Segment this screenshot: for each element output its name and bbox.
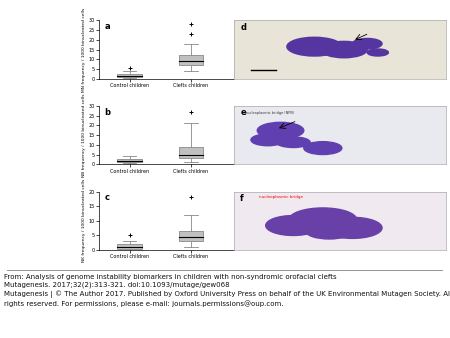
Text: e: e [240, 108, 246, 117]
Text: nucleoplasmic bridge (NPB): nucleoplasmic bridge (NPB) [245, 111, 294, 115]
Ellipse shape [276, 137, 310, 147]
Ellipse shape [287, 37, 342, 56]
Text: c: c [104, 193, 109, 202]
Y-axis label: NK frequency / 1000 binucleated cells: NK frequency / 1000 binucleated cells [82, 179, 86, 262]
Ellipse shape [251, 134, 285, 146]
Text: b: b [104, 108, 110, 117]
Bar [117, 159, 142, 162]
Ellipse shape [257, 122, 304, 139]
Bar [117, 74, 142, 77]
Ellipse shape [352, 39, 382, 49]
Ellipse shape [266, 216, 321, 236]
Ellipse shape [304, 142, 342, 154]
Ellipse shape [323, 217, 382, 238]
Ellipse shape [367, 49, 388, 56]
Y-axis label: NB frequency / 1000 binucleated cells: NB frequency / 1000 binucleated cells [82, 93, 86, 177]
Bar [117, 244, 142, 249]
Text: f: f [240, 194, 244, 203]
Text: a: a [104, 22, 110, 31]
Bar [179, 55, 203, 65]
Y-axis label: MN frequency / 1000 binucleated cells: MN frequency / 1000 binucleated cells [82, 7, 86, 92]
Bar [179, 231, 203, 241]
Text: From: Analysis of genome instability biomarkers in children with non-syndromic o: From: Analysis of genome instability bio… [4, 274, 450, 307]
Ellipse shape [321, 41, 367, 58]
Bar [179, 147, 203, 158]
Text: d: d [240, 23, 246, 32]
Ellipse shape [289, 208, 357, 232]
Text: nucleoplasmic bridge: nucleoplasmic bridge [259, 195, 303, 199]
Ellipse shape [306, 224, 352, 239]
